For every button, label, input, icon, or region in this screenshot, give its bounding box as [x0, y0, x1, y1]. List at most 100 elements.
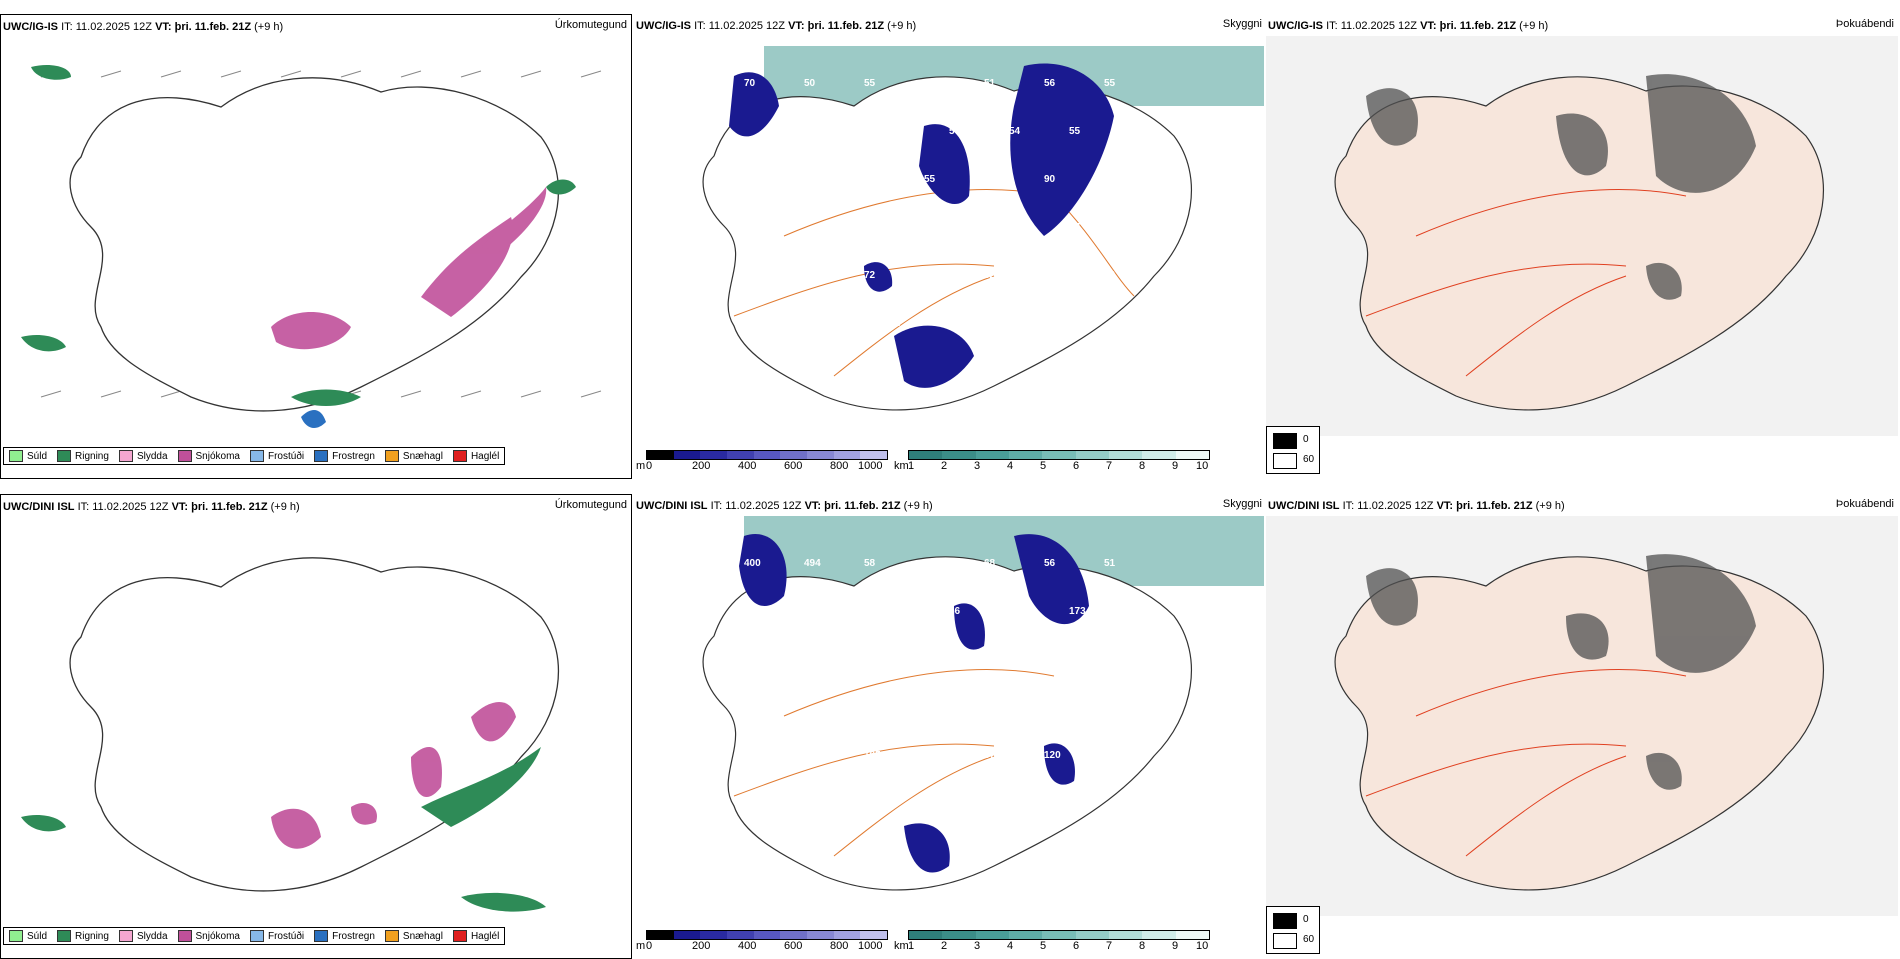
- precip-panel-row1: UWC/IG-IS IT: 11.02.2025 12Z VT: þri. 11…: [0, 14, 632, 479]
- vis-tick: 6: [1073, 940, 1080, 952]
- visibility-value-label: 51: [1104, 558, 1116, 569]
- height-strip: [646, 450, 888, 460]
- height-tick: 0: [646, 460, 653, 472]
- panel-header: UWC/IG-IS IT: 11.02.2025 12Z VT: þri. 11…: [1268, 20, 1549, 32]
- legend-item: Frostregn: [314, 930, 375, 942]
- visibility-value-label: 57: [1069, 222, 1081, 233]
- visibility-value-label: 182: [984, 654, 1001, 665]
- visibility-value-label: 55: [924, 174, 936, 185]
- visibility-value-label: 77: [864, 654, 876, 665]
- height-tick: 200: [692, 940, 711, 952]
- fog-legend: 0 60: [1266, 906, 1320, 954]
- visibility-value-label: 55: [1069, 126, 1081, 137]
- height-strip: [646, 930, 888, 940]
- panel-header: UWC/IG-IS IT: 11.02.2025 12Z VT: þri. 11…: [636, 20, 917, 32]
- precip-legend: Súld Rigning Slydda Snjókoma Frostúði Fr…: [3, 927, 506, 945]
- legend-item: Haglél: [452, 930, 499, 942]
- fog-map: [1266, 36, 1898, 436]
- height-tick: 600: [784, 940, 803, 952]
- height-tick: 200: [692, 460, 711, 472]
- height-unit: m: [636, 460, 646, 472]
- precip-title: Úrkomutegund: [554, 499, 627, 511]
- precip-panel-row2: UWC/DINI ISL IT: 11.02.2025 12Z VT: þri.…: [0, 494, 632, 959]
- visibility-value-label: 51: [984, 78, 996, 89]
- visibility-value-label: 68: [744, 270, 756, 281]
- height-tick: 1000: [858, 460, 883, 472]
- visibility-value-label: 89: [889, 606, 901, 617]
- vis-tick: 2: [941, 940, 948, 952]
- visibility-value-label: 46: [1104, 270, 1116, 281]
- precip-map: [21, 65, 602, 429]
- vis-tick: 8: [1139, 460, 1146, 472]
- visibility-value-label: 56: [769, 126, 781, 137]
- vis-unit: km: [894, 460, 909, 472]
- legend-item: Snjókoma: [177, 450, 240, 462]
- vis-tick: 2: [941, 460, 948, 472]
- visibility-panel-row2: UWC/DINI ISL IT: 11.02.2025 12Z VT: þri.…: [634, 494, 1266, 959]
- visibility-value-label: 51: [829, 606, 841, 617]
- fog-panel-row2: UWC/DINI ISL IT: 11.02.2025 12Z VT: þri.…: [1266, 494, 1898, 959]
- visibility-value-label: 68: [984, 558, 996, 569]
- legend-swatch: [314, 930, 329, 942]
- precip-legend: Súld Rigning Slydda Snjókoma Frostúði Fr…: [3, 447, 506, 465]
- visibility-value-label: 55: [1104, 78, 1116, 89]
- visibility-value-label: 72: [864, 270, 876, 281]
- visibility-value-label: 52: [924, 78, 936, 89]
- legend-swatch: [57, 450, 72, 462]
- fog-legend-min: 0: [1303, 914, 1309, 925]
- visibility-value-label: 88: [1044, 270, 1056, 281]
- visibility-value-label: 56: [1044, 78, 1056, 89]
- height-tick: 400: [738, 460, 757, 472]
- visibility-value-label: 60: [804, 750, 816, 761]
- legend-swatch: [452, 930, 467, 942]
- legend-swatch: [177, 930, 192, 942]
- visibility-value-label: 27: [949, 702, 961, 713]
- vis-tick: 3: [974, 460, 981, 472]
- visibility-value-label: 120: [1044, 750, 1061, 761]
- legend-item: Snæhagl: [384, 930, 443, 942]
- visibility-value-label: 50: [804, 78, 816, 89]
- visibility-value-label: 77: [864, 174, 876, 185]
- legend-swatch: [249, 450, 264, 462]
- height-unit: m: [636, 940, 646, 952]
- height-tick: 600: [784, 460, 803, 472]
- fog-title: Þokuábendi: [1835, 18, 1894, 30]
- legend-item: Slydda: [118, 930, 168, 942]
- visibility-value-label: 41: [744, 750, 756, 761]
- visibility-value-label: 56: [1044, 558, 1056, 569]
- legend-item: Frostregn: [314, 450, 375, 462]
- vis-tick: 5: [1040, 940, 1047, 952]
- vis-tick: 3: [974, 940, 981, 952]
- visibility-value-label: 73: [829, 222, 841, 233]
- legend-swatch: [118, 450, 133, 462]
- vis-tick: 7: [1106, 460, 1113, 472]
- vis-tick: 1: [908, 940, 915, 952]
- visibility-value-label: 45: [1009, 318, 1021, 329]
- vis-tick: 10: [1196, 460, 1209, 472]
- visibility-value-label: 47: [889, 702, 901, 713]
- legend-item: Snjókoma: [177, 930, 240, 942]
- visibility-value-label: 116: [949, 222, 966, 233]
- visibility-value-label: 66: [949, 606, 961, 617]
- panel-header: UWC/DINI ISL IT: 11.02.2025 12Z VT: þri.…: [636, 500, 933, 512]
- visibility-value-label: 123: [1009, 606, 1026, 617]
- visibility-value-label: 57: [984, 750, 996, 761]
- visibility-value-label: 62: [889, 222, 901, 233]
- panel-header: UWC/DINI ISL IT: 11.02.2025 12Z VT: þri.…: [3, 501, 300, 513]
- panel-header: UWC/IG-IS IT: 11.02.2025 12Z VT: þri. 11…: [3, 21, 284, 33]
- legend-item: Haglél: [452, 450, 499, 462]
- visibility-value-label: 64: [889, 126, 901, 137]
- visibility-value-label: 75: [804, 174, 816, 185]
- visibility-value-label: 494: [804, 558, 821, 569]
- fog-title: Þokuábendi: [1835, 498, 1894, 510]
- vis-tick: 6: [1073, 460, 1080, 472]
- legend-swatch: [9, 450, 23, 462]
- vis-tick: 8: [1139, 940, 1146, 952]
- visibility-value-label: 63: [744, 654, 756, 665]
- legend-item: Slydda: [118, 450, 168, 462]
- legend-item: Súld: [9, 450, 47, 462]
- height-tick: 1000: [858, 940, 883, 952]
- visibility-value-label: 52: [984, 270, 996, 281]
- visibility-map: 70 50 55 52 51 56 55 56 79 64 50 54 55 57 67 75 77 55 69 90…: [702, 46, 1264, 411]
- visibility-value-label: 105: [864, 750, 881, 761]
